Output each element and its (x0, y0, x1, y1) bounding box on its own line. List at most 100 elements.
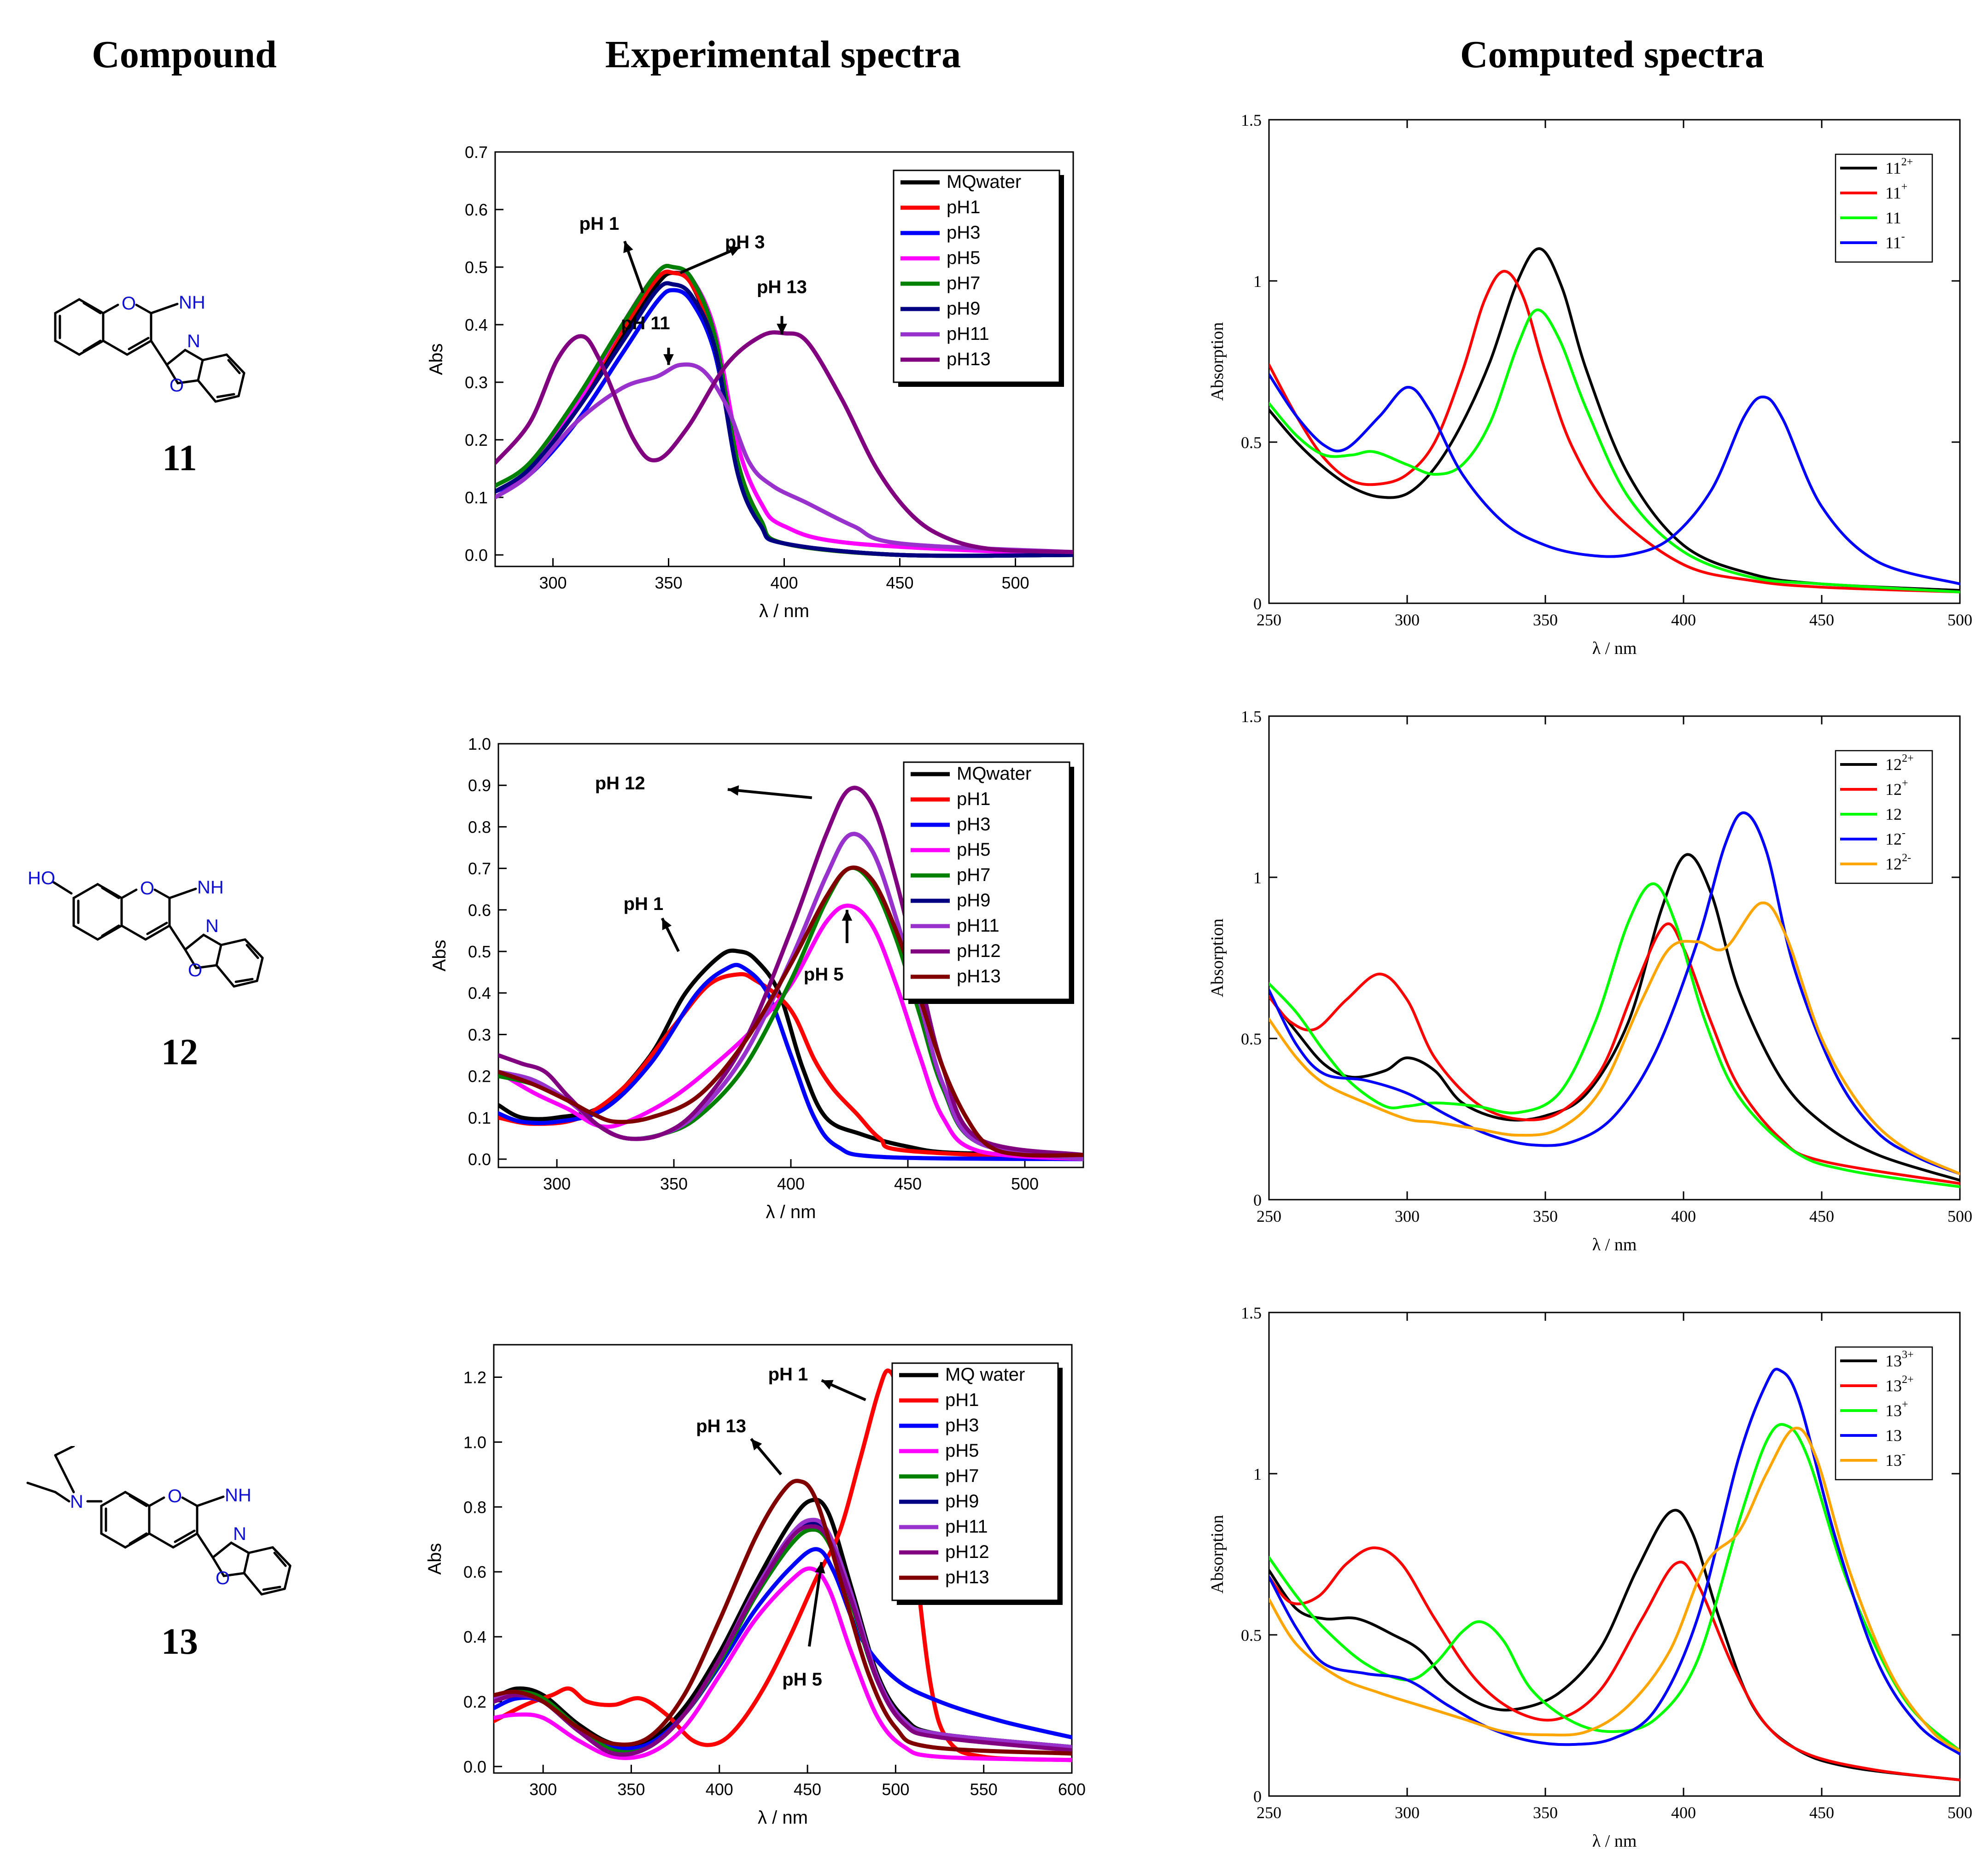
legend-entry: pH1 (947, 197, 980, 217)
legend-entry: pH13 (957, 966, 1001, 986)
legend-entry: pH5 (957, 840, 990, 860)
x-tick-label: 450 (1809, 611, 1834, 629)
annotation-arrowhead (751, 1439, 762, 1451)
atom-imine: NH (197, 877, 224, 898)
annotation-label: pH 13 (696, 1416, 746, 1436)
x-tick-label: 500 (1947, 611, 1972, 629)
annotation-arrowhead (623, 241, 633, 253)
legend-entry-charge: 2+ (1902, 1374, 1914, 1386)
atom-imine: NH (225, 1485, 251, 1505)
x-tick-label: 500 (1001, 573, 1029, 592)
series-line-11- (1269, 270, 1960, 594)
legend-entry: pH3 (945, 1415, 979, 1435)
x-tick-label: 450 (1809, 1803, 1834, 1822)
legend-entry-charge: 2+ (1901, 156, 1913, 168)
y-tick-label: 0.4 (468, 984, 491, 1003)
atom-hydroxy: HO (28, 868, 55, 888)
annotation-label: pH 1 (579, 214, 620, 234)
series-line-122- (1269, 853, 1960, 1182)
atom-n-oxazole: N (187, 331, 200, 351)
series-line-122- (1269, 901, 1960, 1175)
y-tick-label: 0.1 (468, 1108, 491, 1127)
x-tick-label: 300 (529, 1780, 557, 1799)
legend-entry-charge: + (1902, 777, 1908, 789)
y-tick-label: 0.7 (468, 859, 491, 878)
legend-box (1835, 1346, 1933, 1481)
annotation-label: pH 1 (624, 894, 664, 914)
y-tick-label: 1 (1253, 272, 1262, 291)
legend-entry: pH13 (947, 349, 991, 369)
series-line-11 (1269, 308, 1960, 594)
atom-imine: NH (179, 292, 205, 313)
legend-entry: 12- (1885, 827, 1906, 848)
annotation-arrowhead (662, 918, 672, 930)
atom-amine: N (70, 1492, 83, 1512)
legend-entry: pH1 (957, 789, 990, 809)
y-tick-label: 1.5 (1241, 111, 1262, 129)
legend-entry: pH9 (947, 298, 980, 319)
legend-entry: pH7 (957, 865, 990, 885)
y-tick-label: 0.5 (1241, 1030, 1262, 1048)
y-tick-label: 0.5 (465, 258, 488, 277)
x-tick-label: 350 (655, 573, 682, 592)
legend-entry-charge: - (1901, 231, 1905, 243)
series-group (1269, 247, 1960, 594)
x-tick-label: 300 (543, 1174, 571, 1193)
x-tick-label: 250 (1257, 611, 1281, 629)
x-tick-label: 400 (1671, 1803, 1696, 1822)
legend-entry: pH7 (947, 273, 980, 293)
series-line-112- (1269, 247, 1960, 592)
series-line-13- (1269, 1426, 1960, 1752)
y-tick-label: 0 (1253, 1191, 1262, 1209)
legend-entry-charge: 2+ (1902, 752, 1914, 764)
legend-entry: pH7 (945, 1466, 979, 1486)
legend-entry: pH1 (945, 1390, 979, 1410)
legend-entry-charge: 2- (1902, 852, 1911, 864)
x-tick-label: 350 (660, 1174, 688, 1193)
y-tick-label: 0.4 (465, 315, 488, 334)
y-tick-label: 0.1 (465, 488, 488, 507)
y-tick-label: 1 (1253, 869, 1262, 887)
atom-o-oxazole: O (170, 375, 184, 396)
legend-box (903, 761, 1070, 1000)
series-group (1269, 1368, 1960, 1781)
y-axis-label: Abs (429, 940, 450, 972)
legend-entry-charge: - (1902, 827, 1906, 839)
x-axis-label: λ / nm (766, 1202, 816, 1222)
x-tick-label: 450 (894, 1174, 922, 1193)
legend-entry: 12 (1885, 805, 1902, 823)
annotation-label: pH 5 (804, 964, 844, 985)
x-axis-label: λ / nm (1592, 1832, 1637, 1849)
legend-entry: MQwater (957, 764, 1031, 784)
atom-o-ring: O (168, 1486, 182, 1506)
legend-entry: pH13 (945, 1567, 989, 1587)
annotation-arrowhead (663, 354, 674, 365)
atom-o-ring: O (140, 878, 154, 898)
x-tick-label: 400 (1671, 1207, 1696, 1225)
y-axis-label: Abs (426, 344, 446, 375)
x-axis-label: λ / nm (759, 601, 809, 621)
y-tick-label: 1.0 (468, 735, 491, 753)
y-tick-label: 0.6 (463, 1563, 486, 1581)
legend-entry: pH9 (957, 890, 990, 910)
legend-entry: pH11 (945, 1517, 988, 1537)
header-computed: Computed spectra (1460, 33, 1765, 76)
structure-13: N O NH N O (26, 1446, 292, 1596)
annotation-arrowhead (821, 1380, 834, 1390)
y-tick-label: 0.2 (465, 431, 488, 449)
legend-entry: MQwater (947, 172, 1021, 192)
x-tick-label: 400 (706, 1780, 733, 1799)
series-group (494, 1368, 1072, 1762)
y-tick-label: 0.7 (465, 143, 488, 162)
legend-entry: pH11 (947, 324, 989, 344)
legend-entry: pH11 (957, 916, 1000, 936)
y-tick-label: 1.5 (1241, 707, 1262, 726)
series-line-132- (1269, 1546, 1960, 1781)
y-tick-label: 0.4 (463, 1627, 486, 1646)
y-axis-label: Absorption (1208, 1515, 1227, 1594)
series-line-ph9 (495, 281, 1073, 558)
y-axis-label: Absorption (1208, 919, 1227, 997)
legend-entry: pH3 (957, 814, 990, 834)
